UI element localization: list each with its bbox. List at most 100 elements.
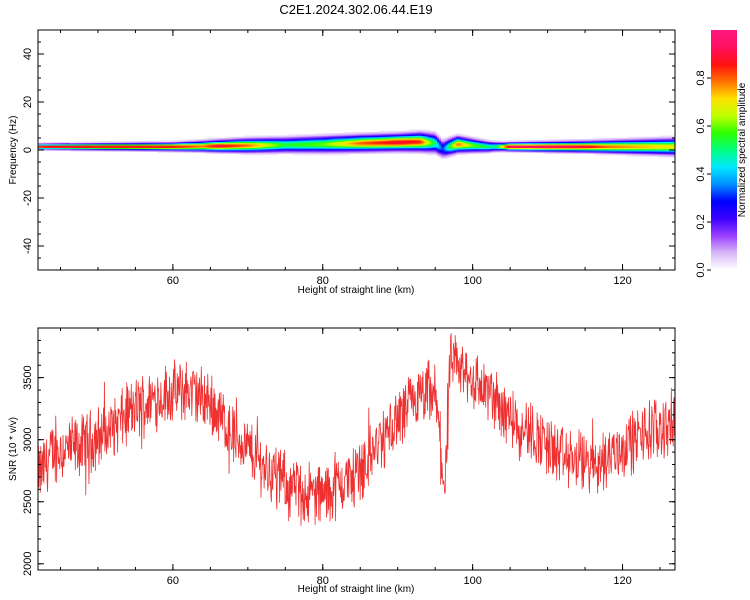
- heatmap-cell: [433, 141, 436, 144]
- heatmap-cell: [448, 135, 451, 138]
- heatmap-cell: [122, 141, 125, 144]
- heatmap-cell: [526, 148, 530, 151]
- heatmap-cell: [206, 151, 209, 153]
- heatmap-cell: [319, 142, 322, 145]
- heatmap-cell: [103, 148, 106, 151]
- heatmap-cell: [244, 140, 247, 142]
- heatmap-cell: [107, 146, 110, 148]
- heatmap-cell: [304, 148, 307, 151]
- heatmap-cell: [437, 136, 440, 139]
- heatmap-cell: [448, 136, 451, 139]
- heatmap-cell: [116, 147, 119, 150]
- heatmap-cell: [54, 147, 58, 150]
- heatmap-cell: [435, 147, 438, 150]
- heatmap-cell: [187, 142, 191, 145]
- heatmap-cell: [199, 144, 202, 146]
- heatmap-cell: [523, 148, 526, 151]
- heatmap-cell: [573, 147, 577, 150]
- heatmap-cell: [513, 144, 517, 146]
- heatmap-cell: [313, 134, 316, 136]
- heatmap-cell: [452, 152, 455, 154]
- heatmap-cell: [176, 148, 179, 151]
- x-tick-label: 60: [167, 275, 179, 287]
- heatmap-cell: [630, 152, 633, 154]
- heatmap-cell: [405, 145, 408, 147]
- heatmap-cell: [343, 144, 346, 146]
- heatmap-cell: [408, 130, 412, 133]
- heatmap-cell: [150, 145, 153, 147]
- heatmap-cell: [630, 139, 633, 141]
- heatmap-cell: [300, 142, 303, 145]
- heatmap-cell: [526, 144, 530, 146]
- heatmap-cell: [508, 150, 511, 152]
- heatmap-cell: [285, 141, 288, 144]
- heatmap-cell: [577, 151, 580, 153]
- heatmap-cell: [635, 154, 638, 157]
- heatmap-cell: [339, 141, 342, 144]
- heatmap-cell: [401, 139, 404, 141]
- heatmap-cell: [112, 147, 116, 150]
- heatmap-cell: [275, 135, 279, 138]
- heatmap-cell: [332, 148, 335, 151]
- heatmap-cell: [330, 153, 333, 156]
- heatmap-cell: [448, 140, 451, 142]
- heatmap-cell: [287, 141, 290, 144]
- heatmap-cell: [500, 140, 504, 142]
- heatmap-cell: [601, 144, 605, 146]
- heatmap-cell: [564, 147, 567, 150]
- heatmap-cell: [363, 152, 367, 154]
- heatmap-cell: [285, 148, 288, 151]
- heatmap-cell: [583, 140, 586, 142]
- heatmap-cell: [326, 135, 329, 138]
- heatmap-cell: [453, 152, 457, 154]
- heatmap-cell: [392, 145, 395, 147]
- heatmap-cell: [206, 139, 209, 141]
- heatmap-cell: [169, 151, 172, 153]
- heatmap-cell: [309, 135, 312, 138]
- heatmap-cell: [410, 152, 414, 154]
- heatmap-cell: [577, 145, 580, 147]
- heatmap-cell: [238, 150, 241, 152]
- heatmap-cell: [367, 139, 371, 141]
- heatmap-cell: [328, 146, 331, 148]
- heatmap-cell: [367, 147, 371, 150]
- heatmap-cell: [463, 147, 466, 150]
- heatmap-cell: [240, 136, 243, 139]
- heatmap-cell: [416, 129, 419, 132]
- heatmap-cell: [429, 147, 432, 150]
- heatmap-cell: [345, 138, 348, 140]
- heatmap-cell: [90, 150, 93, 152]
- heatmap-cell: [568, 140, 571, 142]
- heatmap-cell: [540, 140, 543, 142]
- heatmap-cell: [517, 145, 520, 147]
- heatmap-cell: [596, 147, 599, 150]
- heatmap-cell: [416, 141, 419, 144]
- heatmap-cell: [298, 148, 301, 151]
- heatmap-cell: [663, 144, 667, 146]
- heatmap-cell: [412, 145, 415, 147]
- heatmap-cell: [184, 147, 187, 150]
- heatmap-cell: [594, 138, 597, 140]
- heatmap-cell: [650, 147, 653, 150]
- heatmap-cell: [330, 145, 333, 147]
- spectrogram-x-axis-label: Height of straight line (km): [298, 285, 415, 296]
- heatmap-cell: [525, 141, 528, 144]
- heatmap-cell: [382, 136, 385, 139]
- heatmap-cell: [390, 135, 393, 138]
- heatmap-cell: [350, 138, 354, 140]
- heatmap-cell: [159, 146, 163, 148]
- heatmap-cell: [51, 146, 54, 148]
- heatmap-cell: [571, 151, 575, 153]
- heatmap-cell: [339, 142, 342, 145]
- heatmap-cell: [615, 147, 618, 150]
- heatmap-cell: [476, 145, 479, 147]
- heatmap-cell: [673, 141, 676, 144]
- heatmap-cell: [277, 142, 281, 145]
- heatmap-cell: [79, 148, 82, 151]
- heatmap-cell: [403, 140, 406, 142]
- heatmap-cell: [384, 150, 387, 152]
- heatmap-cell: [251, 153, 254, 156]
- heatmap-cell: [541, 142, 545, 145]
- heatmap-cell: [564, 140, 567, 142]
- heatmap-cell: [51, 147, 54, 150]
